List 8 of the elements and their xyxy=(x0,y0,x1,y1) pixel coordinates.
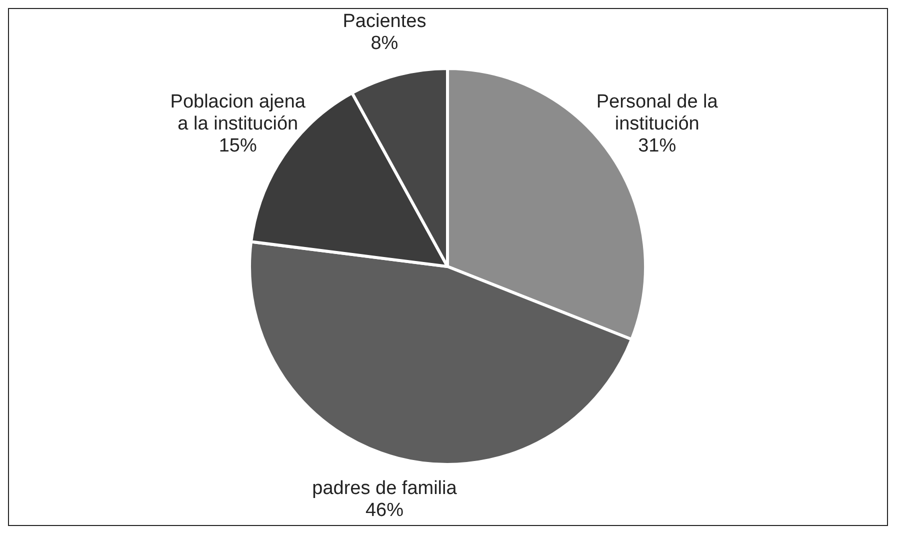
data-label: 8% xyxy=(370,33,398,54)
data-label: 46% xyxy=(365,500,404,522)
data-label: 31% xyxy=(638,135,676,156)
slice-label: Poblacion ajena a la institución xyxy=(170,91,306,134)
slice-label: Personal de la institución xyxy=(596,91,718,134)
data-label: 15% xyxy=(218,135,258,156)
slice-label: Pacientes xyxy=(342,11,426,32)
slice-label: padres de familia xyxy=(312,478,458,500)
